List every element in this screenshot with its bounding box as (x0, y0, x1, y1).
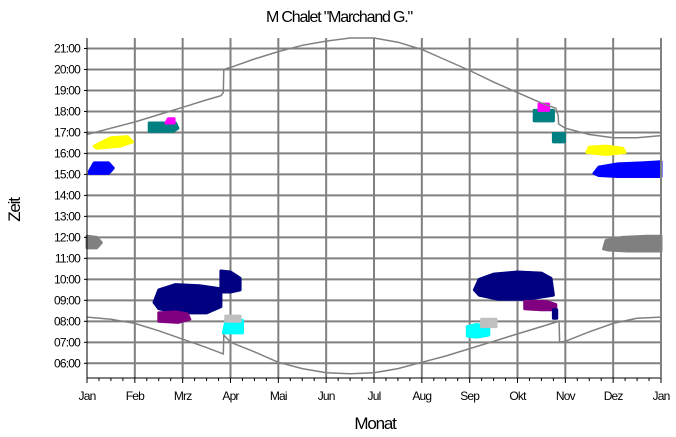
x-tick-label: Feb (126, 389, 145, 403)
x-tick-label: Aug (412, 389, 431, 403)
sunrise-curve (86, 316, 662, 375)
time-marker (85, 234, 103, 250)
y-tick-label: 07:00 (54, 335, 81, 349)
time-marker (537, 102, 551, 112)
x-axis-ticks: Jan Feb Mrz Apr Mai Jun Jul Aug Sep Okt Nov Dez Jan (79, 378, 670, 403)
x-tick-label: Jan (79, 389, 96, 403)
x-tick-label: Mrz (174, 389, 192, 403)
y-tick-label: 09:00 (54, 293, 81, 307)
x-tick-label: Jan (653, 389, 670, 403)
y-tick-label: 12:00 (54, 230, 81, 244)
x-tick-label: Mai (270, 389, 287, 403)
x-tick-label: Apr (222, 389, 239, 403)
x-tick-label: Jun (318, 389, 335, 403)
time-marker (87, 161, 115, 175)
time-marker (92, 135, 134, 150)
time-marker (164, 117, 176, 125)
y-axis-ticks: 06:00 07:00 08:00 09:00 10:00 11:00 12:00 13:00… (54, 41, 87, 370)
y-tick-label: 10:00 (54, 272, 81, 286)
y-tick-label: 06:00 (54, 356, 81, 370)
time-marker (219, 269, 242, 294)
time-marker (523, 299, 558, 312)
y-tick-label: 17:00 (54, 125, 81, 139)
daylight-curves (86, 37, 662, 375)
x-tick-label: Nov (556, 389, 576, 403)
sunset-curve (86, 37, 662, 139)
y-tick-label: 20:00 (54, 62, 81, 76)
y-tick-label: 08:00 (54, 314, 81, 328)
time-marker (157, 310, 192, 324)
x-tick-label: Okt (509, 389, 527, 403)
y-tick-label: 15:00 (54, 167, 81, 181)
time-marker (602, 234, 663, 253)
time-marker (551, 308, 559, 320)
y-tick-label: 11:00 (55, 251, 81, 265)
time-marker (532, 108, 555, 123)
time-marker (221, 318, 244, 335)
time-marker (592, 160, 663, 178)
time-marker (585, 144, 627, 156)
y-tick-label: 21:00 (54, 41, 81, 55)
time-marker (551, 132, 566, 144)
x-tick-label: Dez (604, 389, 624, 403)
y-axis-label: Zeit (5, 197, 24, 222)
chart-title: M Chalet "Marchand G." (266, 9, 412, 26)
time-marker (147, 121, 180, 133)
x-tick-label: Sep (460, 389, 480, 403)
x-tick-label: Jul (368, 389, 381, 403)
time-marker (480, 317, 498, 329)
gridlines (87, 38, 661, 378)
y-tick-label: 16:00 (54, 146, 81, 160)
time-marker (224, 314, 242, 323)
x-axis-label: Monat (354, 414, 397, 433)
y-tick-label: 19:00 (54, 83, 81, 97)
y-tick-label: 18:00 (54, 104, 81, 118)
time-marker (472, 270, 555, 301)
y-tick-label: 14:00 (54, 188, 81, 202)
y-tick-label: 13:00 (54, 209, 81, 223)
time-marker (152, 283, 223, 315)
